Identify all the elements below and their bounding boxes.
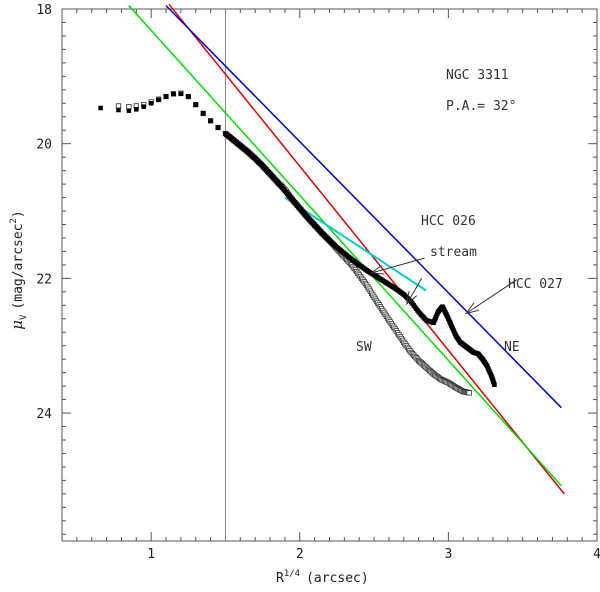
x-axis-label-main: R [276, 571, 284, 586]
galaxy-label: NGC 3311 [446, 68, 509, 83]
y-axis-label-unit: (mag/arcsec [11, 223, 26, 309]
x-axis-label-sup: 1/4 [284, 569, 300, 579]
ne-data-point [141, 104, 146, 109]
ne-data-point [126, 108, 132, 113]
ne-data-point [98, 105, 103, 111]
y-axis-label-sub: V [19, 314, 29, 320]
ne-data-point [116, 107, 121, 113]
ne-data-point [148, 101, 154, 106]
y-tick-label: 18 [36, 3, 52, 18]
x-tick-label: 2 [296, 547, 304, 562]
green-fit-line [128, 5, 562, 487]
x-tick-label: 3 [444, 547, 452, 562]
ne-data-point [215, 125, 221, 130]
ne-data-point [178, 91, 184, 97]
hcc026-arrow-head [369, 265, 385, 275]
sw-data-point [466, 390, 472, 396]
x-axis-label-unit: (arcsec) [306, 571, 369, 586]
y-tick-label: 20 [36, 138, 52, 153]
ne-data-point [171, 91, 176, 97]
hcc026-arrow-shaft [370, 257, 425, 274]
position-angle-label: P.A.= 32° [446, 99, 516, 114]
y-axis-label-close: ) [11, 210, 26, 218]
ne-data-point [492, 382, 497, 388]
hcc027-arrow-head [465, 302, 479, 315]
stream-label: stream [430, 245, 477, 260]
hcc027-label: HCC 027 [508, 277, 563, 292]
x-tick-label: 4 [593, 547, 600, 562]
stream-arrow-head [406, 291, 418, 306]
sw-label: SW [356, 340, 372, 355]
ne-data-point [134, 107, 139, 112]
data-points-group [98, 90, 497, 396]
x-axis-label: R1/4 (arcsec) [276, 569, 369, 586]
plot-frame [61, 8, 598, 542]
ne-data-point [156, 97, 161, 103]
hcc026-label: HCC 026 [421, 214, 476, 229]
y-tick-label: 24 [36, 407, 52, 422]
y-tick-label: 22 [36, 272, 52, 287]
ne-data-point [200, 111, 206, 116]
arrows-group [369, 257, 518, 315]
sw-data-point [115, 103, 122, 109]
ne-data-point [208, 118, 213, 124]
red-fit-line [168, 3, 565, 495]
y-axis-label-sup: 2 [9, 218, 19, 223]
sw-data-point [126, 103, 132, 110]
hcc027-arrow-shaft [465, 279, 518, 314]
ne-data-point [186, 94, 191, 99]
y-axis-label: μV (mag/arcsec2) [8, 210, 29, 330]
stream-arrow-shaft [406, 278, 423, 305]
ne-label: NE [504, 340, 520, 355]
blue-fit-line [165, 5, 562, 409]
y-axis-label-symbol: μ [8, 320, 26, 330]
ne-data-point [193, 102, 198, 107]
plot-frame-group: 1 2 3 4 18 20 22 24 [36, 3, 600, 562]
ne-data-point [163, 94, 169, 99]
x-tick-label: 1 [147, 547, 155, 562]
